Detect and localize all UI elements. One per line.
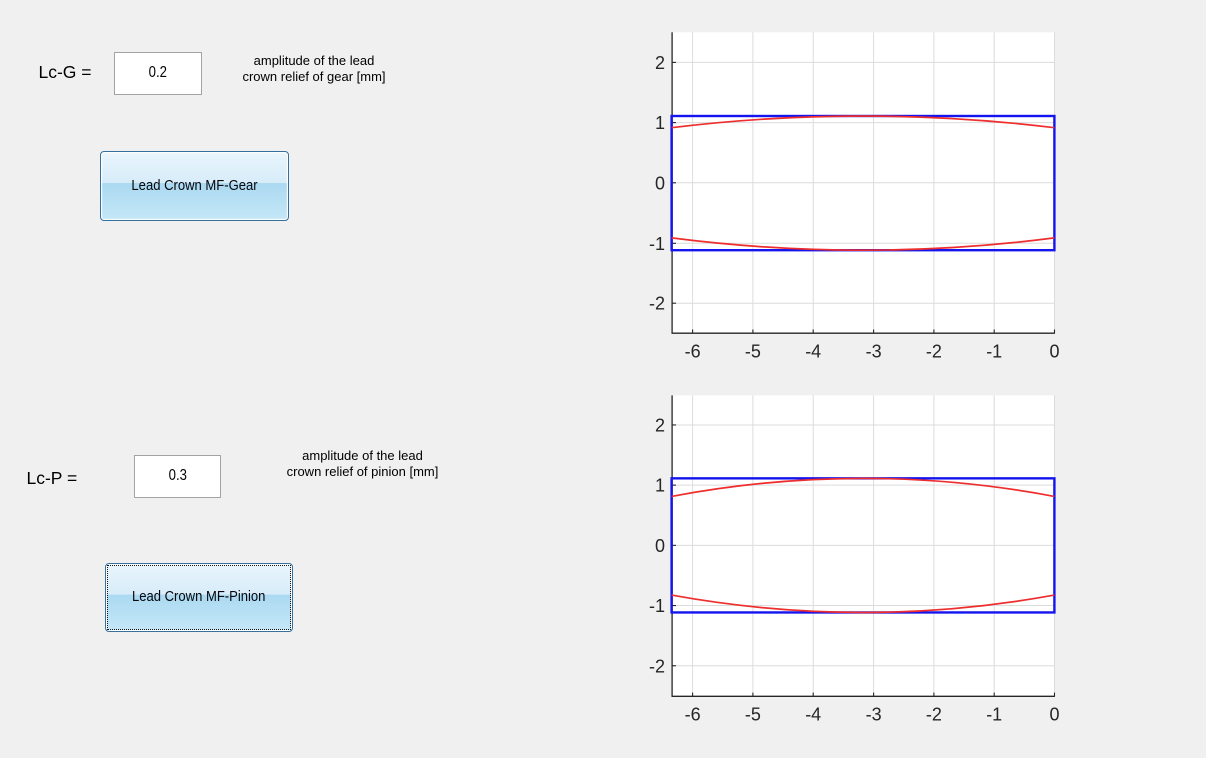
svg-text:-4: -4	[805, 342, 821, 362]
svg-text:-3: -3	[866, 342, 882, 362]
svg-text:-2: -2	[926, 705, 942, 725]
svg-text:-4: -4	[805, 705, 821, 725]
svg-text:0: 0	[1049, 705, 1059, 725]
svg-text:2: 2	[655, 415, 665, 435]
svg-text:1: 1	[655, 476, 665, 496]
svg-text:0: 0	[655, 536, 665, 556]
svg-text:-5: -5	[745, 705, 761, 725]
svg-text:-2: -2	[926, 342, 942, 362]
svg-text:-1: -1	[649, 234, 665, 254]
svg-text:0: 0	[1049, 342, 1059, 362]
svg-text:-6: -6	[685, 705, 701, 725]
svg-text:2: 2	[655, 53, 665, 73]
svg-text:-1: -1	[649, 596, 665, 616]
svg-text:-5: -5	[745, 342, 761, 362]
svg-text:1: 1	[655, 113, 665, 133]
svg-text:0: 0	[655, 173, 665, 193]
svg-text:-3: -3	[866, 705, 882, 725]
svg-text:-1: -1	[986, 705, 1002, 725]
svg-text:-2: -2	[649, 294, 665, 314]
svg-text:-6: -6	[685, 342, 701, 362]
svg-text:-1: -1	[986, 342, 1002, 362]
svg-text:-2: -2	[649, 656, 665, 676]
